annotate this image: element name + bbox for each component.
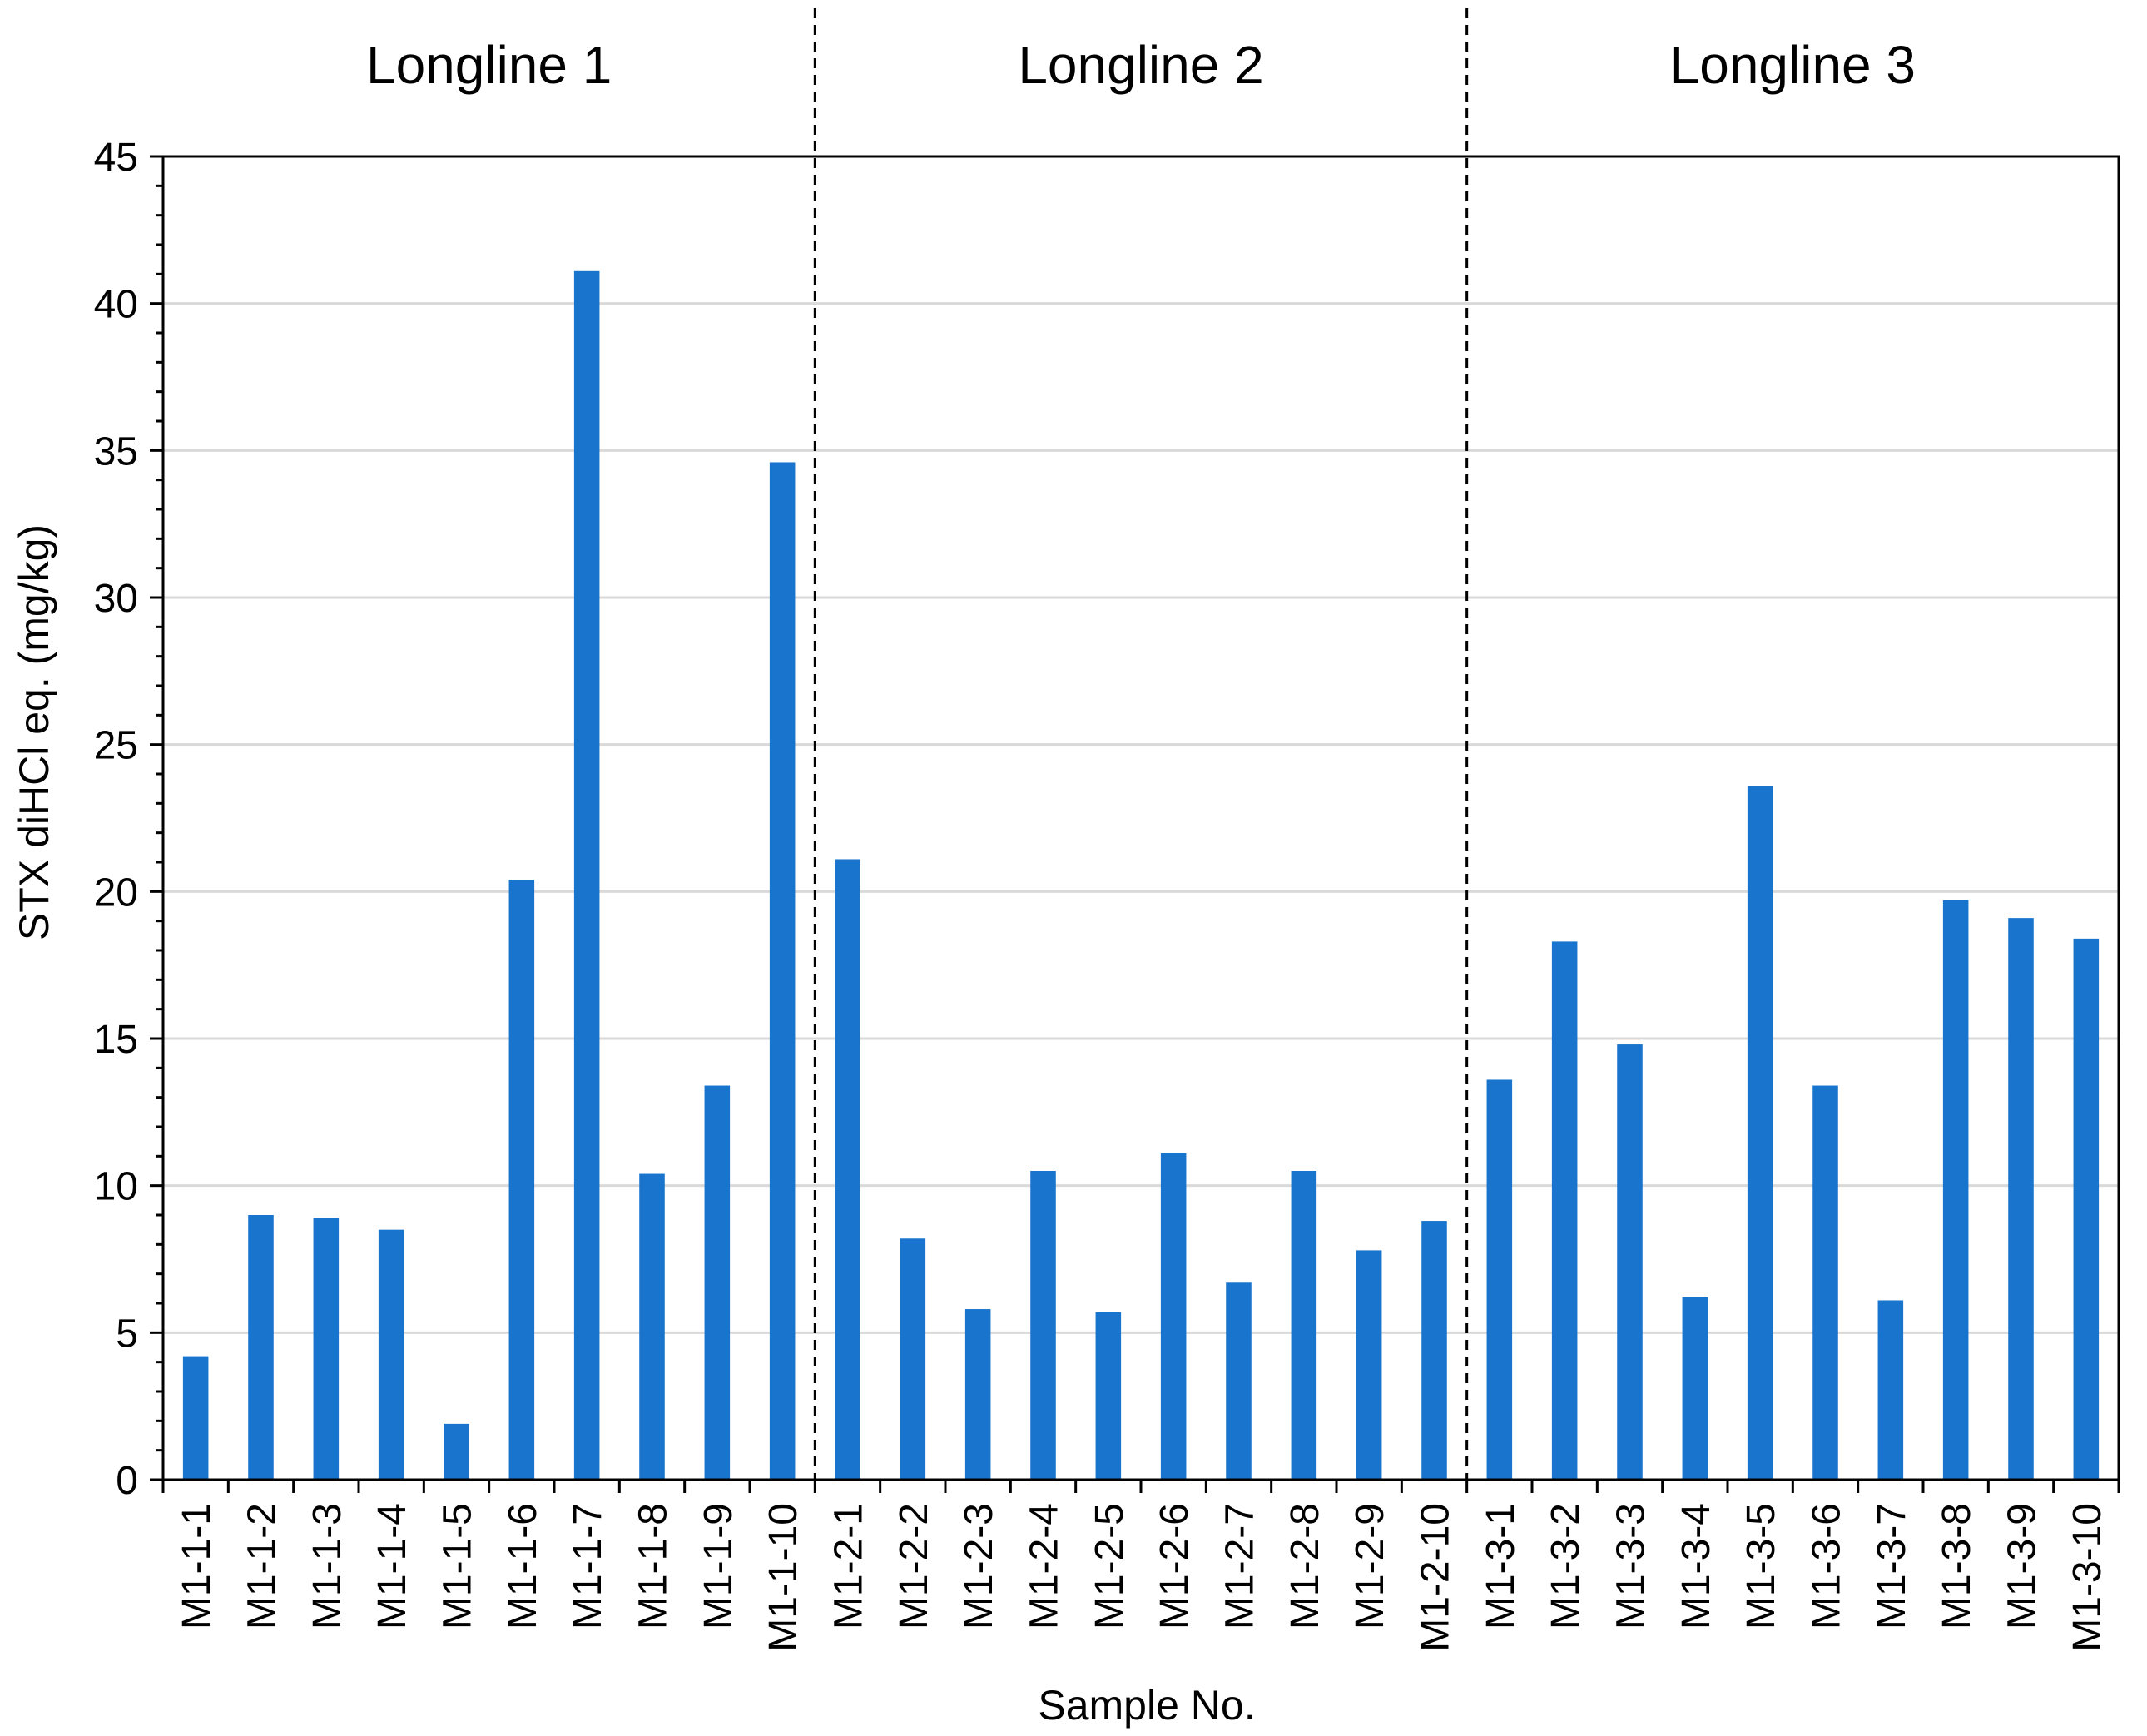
x-tick-label: M1-1-6 [501,1503,545,1629]
bar-M1-1-9 [704,1085,731,1480]
x-tick-label: M1-1-7 [566,1503,610,1629]
x-tick-label: M1-2-9 [1348,1503,1392,1629]
group-label: Longline 3 [1670,35,1916,95]
y-tick-label: 5 [116,1312,138,1356]
x-tick-label: M1-3-10 [2065,1503,2110,1652]
x-tick-label: M1-2-2 [892,1503,936,1629]
group-label: Longline 2 [1018,35,1263,95]
bar-M1-2-1 [835,859,860,1480]
group-labels: Longline 1 Longline 2 Longline 3 [366,35,1916,95]
bar-M1-2-5 [1095,1312,1122,1480]
bar-M1-2-9 [1356,1250,1382,1480]
y-tick-label: 10 [94,1165,138,1209]
x-tick-label: M1-2-4 [1023,1503,1067,1629]
bar-M1-1-4 [378,1229,404,1480]
bar-M1-1-1 [182,1356,209,1480]
x-tick-label: M1-3-8 [1935,1503,1979,1629]
x-axis-title: Sample No. [1038,1682,1255,1729]
bar-M1-1-3 [313,1218,340,1480]
x-tick-label: M1-3-3 [1609,1503,1654,1629]
x-tick-label: M1-1-5 [436,1503,480,1629]
bar-M1-3-3 [1617,1044,1643,1480]
x-tick-label: M1-2-10 [1414,1503,1458,1652]
bar-M1-2-3 [964,1309,991,1480]
bar-M1-3-7 [1877,1300,1904,1480]
x-tick-label: M1-3-7 [1870,1503,1914,1629]
y-tick-label: 30 [94,577,138,621]
x-tick-label: M1-2-7 [1218,1503,1262,1629]
x-tick-label: M1-2-6 [1153,1503,1197,1629]
bar-M1-1-6 [508,880,535,1480]
x-tick-label: M1-3-9 [2001,1503,2045,1629]
bar-M1-1-5 [444,1423,469,1480]
x-tick-label: M1-1-9 [697,1503,741,1629]
gridlines [163,302,2119,1334]
bar-M1-3-6 [1812,1085,1838,1480]
y-tick-label: 35 [94,429,138,474]
x-tick-label: M1-3-1 [1479,1503,1523,1629]
bar-M1-3-2 [1551,941,1578,1480]
bar-M1-2-8 [1291,1171,1317,1480]
bar-M1-2-7 [1226,1282,1252,1480]
x-tick-label: M1-1-1 [175,1503,219,1629]
bar-M1-3-4 [1682,1297,1708,1480]
bar-M1-1-10 [769,462,796,1480]
x-axis-ticks: M1-1-1 M1-1-2 M1-1-3 M1-1-4 M1-1-5 M1-1-6 M1-1… [161,1480,2120,1652]
bar-M1-3-9 [2008,918,2034,1480]
x-tick-label: M1-1-3 [305,1503,350,1629]
group-label: Longline 1 [366,35,612,95]
y-axis-ticks: 0 5 10 15 20 25 30 35 40 45 [94,136,163,1503]
x-tick-label: M1-3-4 [1674,1503,1718,1629]
y-axis-title: STX diHCl eq. (mg/kg) [11,524,57,940]
bar-M1-2-2 [900,1238,926,1480]
y-tick-label: 45 [94,136,138,180]
y-tick-label: 0 [116,1459,138,1503]
x-tick-label: M1-3-2 [1544,1503,1588,1629]
x-tick-label: M1-1-8 [632,1503,676,1629]
y-tick-label: 20 [94,870,138,915]
x-tick-label: M1-2-1 [827,1503,871,1629]
bar-M1-2-4 [1030,1171,1056,1480]
x-tick-label: M1-2-5 [1088,1503,1132,1629]
x-tick-label: M1-1-4 [370,1503,414,1629]
y-tick-label: 15 [94,1018,138,1062]
y-tick-label: 40 [94,283,138,327]
x-tick-label: M1-1-10 [761,1503,806,1652]
bar-M1-1-8 [639,1173,665,1480]
bar-M1-3-1 [1486,1079,1513,1480]
x-tick-label: M1-2-3 [957,1503,1001,1629]
bar-M1-1-2 [248,1215,274,1480]
bars [182,270,2100,1480]
x-tick-label: M1-3-5 [1739,1503,1783,1629]
bar-M1-1-7 [573,270,600,1480]
bar-M1-2-10 [1421,1221,1447,1480]
x-tick-label: M1-1-2 [240,1503,285,1629]
bar-M1-3-8 [1942,900,1969,1480]
bar-M1-2-6 [1160,1153,1187,1480]
bar-M1-3-5 [1747,786,1773,1480]
group-dividers [813,8,1469,1480]
y-tick-label: 25 [94,724,138,768]
x-tick-label: M1-3-6 [1805,1503,1849,1629]
bar-M1-3-10 [2073,938,2100,1480]
x-tick-label: M1-2-8 [1283,1503,1327,1629]
